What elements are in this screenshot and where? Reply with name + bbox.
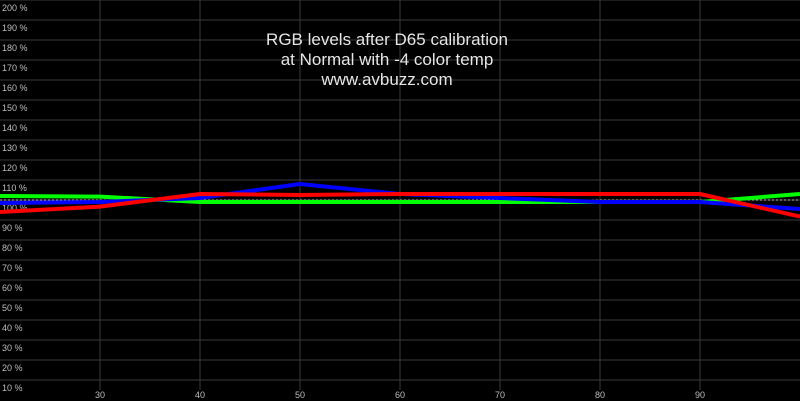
y-tick-label: 40 % xyxy=(2,323,23,333)
x-tick-label: 30 xyxy=(95,390,105,400)
x-tick-label: 40 xyxy=(195,390,205,400)
x-tick-label: 70 xyxy=(495,390,505,400)
x-tick-label: 90 xyxy=(695,390,705,400)
y-tick-label: 180 % xyxy=(2,43,28,53)
y-tick-label: 110 % xyxy=(2,183,27,193)
y-tick-label: 150 % xyxy=(2,103,28,113)
y-tick-label: 120 % xyxy=(2,163,28,173)
y-tick-label: 130 % xyxy=(2,143,28,153)
y-tick-label: 10 % xyxy=(2,383,23,393)
y-tick-label: 140 % xyxy=(2,123,28,133)
x-tick-label: 60 xyxy=(395,390,405,400)
y-tick-label: 190 % xyxy=(2,23,28,33)
y-tick-label: 100 % xyxy=(2,203,28,213)
x-tick-label: 50 xyxy=(295,390,305,400)
y-tick-label: 80 % xyxy=(2,243,23,253)
y-tick-label: 20 % xyxy=(2,363,23,373)
y-tick-label: 200 % xyxy=(2,3,28,13)
series-line xyxy=(0,192,800,219)
y-tick-label: 70 % xyxy=(2,263,23,273)
chart-title-line: RGB levels after D65 calibration xyxy=(266,30,508,49)
y-tick-label: 160 % xyxy=(2,83,28,93)
y-tick-label: 90 % xyxy=(2,223,23,233)
y-tick-label: 60 % xyxy=(2,283,23,293)
x-tick-label: 80 xyxy=(595,390,605,400)
y-tick-label: 50 % xyxy=(2,303,23,313)
chart-title-line: www.avbuzz.com xyxy=(320,70,452,89)
y-tick-label: 170 % xyxy=(2,63,28,73)
chart-title-line: at Normal with -4 color temp xyxy=(281,50,494,69)
y-tick-label: 30 % xyxy=(2,343,23,353)
